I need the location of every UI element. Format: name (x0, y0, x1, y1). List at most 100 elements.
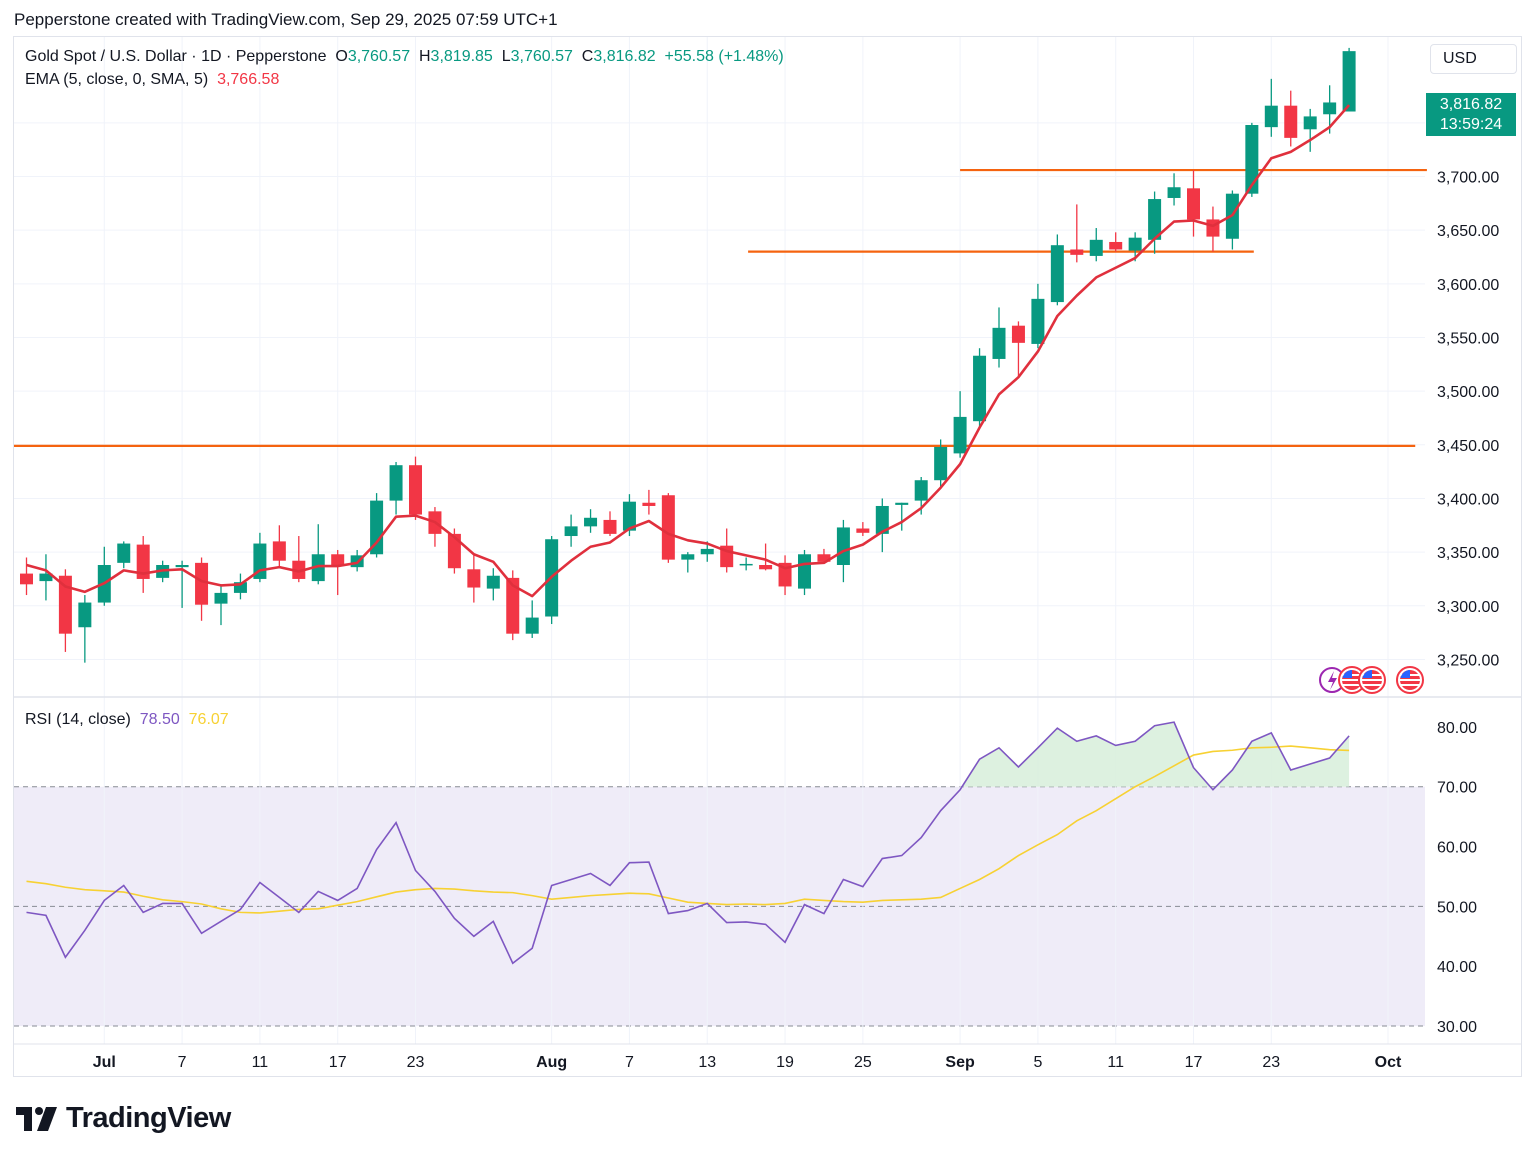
bullish-candle (973, 348, 987, 429)
candle-body (467, 569, 481, 588)
symbol-title[interactable]: Gold Spot / U.S. Dollar · 1D · Peppersto… (25, 48, 327, 65)
candle-body (331, 554, 345, 567)
time-tick-label: Aug (536, 1054, 567, 1071)
candle-body (1011, 325, 1025, 343)
bullish-candle (875, 498, 889, 553)
candle-body (136, 544, 150, 579)
candle-body (409, 465, 422, 515)
rsi-lines (26, 721, 1350, 965)
candle-body (486, 575, 500, 589)
bullish-candle (1167, 173, 1181, 206)
candle-body (817, 554, 831, 562)
ema-value: 3,766.58 (217, 71, 280, 88)
bullish-candle (1225, 190, 1239, 250)
candle-body (564, 526, 578, 537)
bullish-candle (233, 573, 247, 600)
ema-line (26, 104, 1351, 598)
price-tick-label: 3,300.00 (1437, 599, 1499, 616)
bullish-candle (681, 552, 695, 573)
candle-body (895, 502, 909, 505)
candle-body (856, 528, 870, 533)
ema-legend[interactable]: EMA (5, close, 0, SMA, 5) 3,766.58 (25, 71, 279, 89)
candle-body (1187, 188, 1200, 220)
bearish-candle (661, 493, 675, 563)
candle-body (1031, 298, 1045, 344)
bullish-candle (78, 595, 92, 663)
candle-body (953, 416, 967, 454)
bullish-candle (39, 554, 53, 601)
candle-body (1109, 241, 1123, 250)
rsi-legend[interactable]: RSI (14, close) 78.50 76.07 (25, 711, 229, 729)
overbought-fill (962, 722, 1350, 787)
candle-body (914, 480, 928, 501)
time-tick-label: Oct (1375, 1054, 1402, 1071)
event-markers (1319, 666, 1424, 694)
tradingview-logo-icon (16, 1106, 57, 1131)
bullish-candle (214, 584, 228, 626)
us-flag-event-icon[interactable] (1358, 666, 1386, 694)
price-legend: Gold Spot / U.S. Dollar · 1D · Peppersto… (25, 48, 784, 66)
us-flag-event-icon[interactable] (1396, 666, 1424, 694)
low-label: L (501, 48, 511, 65)
bearish-candle (1284, 90, 1298, 147)
bearish-candle (467, 555, 481, 603)
bearish-candle (1206, 206, 1220, 252)
candle-body (506, 577, 520, 634)
bearish-candle (759, 543, 773, 571)
bullish-candle (370, 493, 384, 558)
candle-body (798, 554, 811, 589)
change-value: +55.58 (+1.48%) (664, 48, 784, 65)
bearish-candle (136, 536, 150, 593)
time-tick-label: 23 (407, 1054, 425, 1071)
us-flag-event-icon[interactable] (1338, 666, 1366, 694)
rsi-tick-label: 70.00 (1437, 780, 1477, 797)
time-tick-label: 5 (1033, 1054, 1042, 1071)
time-tick-label: 25 (854, 1054, 872, 1071)
candle-body (175, 565, 189, 568)
candle-body (1245, 125, 1259, 194)
candle-body (1070, 249, 1084, 255)
bearish-candle (1070, 204, 1084, 263)
tradingview-logo[interactable]: TradingView (16, 1102, 231, 1135)
rsi-value: 78.50 (139, 711, 180, 728)
price-tick-label: 3,600.00 (1437, 277, 1499, 294)
bearish-candle (331, 549, 345, 596)
candle-body (292, 560, 306, 579)
ema-line-path (26, 104, 1351, 598)
candle-body (661, 495, 675, 560)
candle-body (58, 575, 72, 634)
candle-body (311, 554, 325, 582)
bullish-candle (1050, 234, 1064, 306)
currency-selector[interactable]: USD (1430, 44, 1517, 74)
price-tick-label: 3,700.00 (1437, 170, 1499, 187)
close-label: C (581, 48, 594, 65)
bullish-candle (564, 514, 578, 547)
candle-body (1089, 239, 1103, 256)
rsi-tick-label: 50.00 (1437, 899, 1477, 916)
bullish-candle (97, 546, 111, 606)
candle-body (681, 554, 695, 560)
bullish-candle (992, 307, 1006, 368)
bullish-candle (1031, 283, 1045, 349)
candle-body (117, 543, 131, 563)
candle-body (836, 527, 850, 565)
rsi-tick-label: 80.00 (1437, 720, 1477, 737)
price-tick-label: 3,250.00 (1437, 652, 1499, 669)
close-value: 3,816.82 (593, 48, 656, 65)
bullish-candle (1264, 78, 1278, 137)
bullish-candle (739, 557, 753, 571)
time-tick-label: 19 (776, 1054, 794, 1071)
candle-body (233, 582, 247, 593)
bullish-candle (311, 524, 325, 585)
x-axis: Jul 7 11 17 23 Aug 7 13 19 25 Sep 5 11 17 23 Oct (93, 1054, 1402, 1071)
candle-body (389, 465, 403, 501)
candle-body (1148, 199, 1162, 240)
bearish-candle (856, 522, 870, 537)
bearish-candle (506, 570, 520, 641)
bearish-candle (603, 511, 617, 537)
price-tick-label: 3,400.00 (1437, 491, 1499, 508)
overbought-area (962, 722, 1211, 787)
candle-body (447, 533, 461, 569)
overbought-area (1215, 732, 1350, 787)
